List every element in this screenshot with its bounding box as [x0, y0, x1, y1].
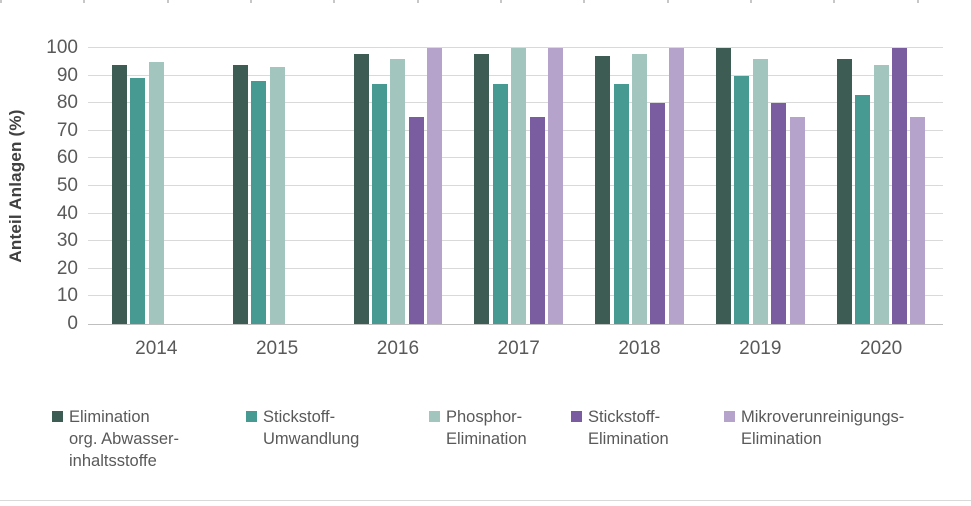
- bar-2018-series-5: [668, 48, 684, 324]
- top-tick-mark: [916, 0, 919, 3]
- bar-2018-series-2: [613, 83, 629, 324]
- bar-2015-series-1: [232, 64, 248, 324]
- x-axis-label-2020: 2020: [859, 338, 903, 359]
- bar-2020-series-4: [892, 48, 907, 324]
- x-axis-label-2014: 2014: [135, 338, 178, 359]
- bar-2015-series-3: [269, 67, 285, 324]
- bar-2014-series-3: [148, 61, 164, 324]
- bar-2016-series-4: [408, 117, 424, 324]
- top-tick-mark: [416, 0, 419, 3]
- x-axis-label-2017: 2017: [497, 338, 540, 359]
- top-tick-mark: [583, 0, 586, 3]
- bar-2019-series-3: [752, 59, 768, 324]
- legend-label-line: Stickstoff-: [263, 408, 336, 426]
- plot-area: [88, 47, 943, 325]
- y-axis-tick-label: 100: [46, 37, 78, 58]
- y-axis-tick-label: 60: [56, 147, 78, 169]
- top-tick-mark: [166, 0, 169, 3]
- bar-2018-series-3: [632, 53, 647, 324]
- top-tick-mark: [749, 0, 752, 3]
- bar-2018-series-4: [650, 103, 666, 324]
- legend-label-line: org. Abwasser-: [69, 430, 180, 448]
- bar-2016-series-3: [390, 59, 406, 324]
- top-tick-mark: [499, 0, 502, 3]
- legend-label-line: Elimination: [446, 430, 527, 448]
- legend-item-1: Elimination org. Abwasser-inhaltsstoffe: [52, 406, 179, 472]
- legend-swatch-icon: [571, 411, 582, 422]
- bar-2014-series-1: [112, 64, 127, 324]
- bar-2020-series-3: [873, 64, 889, 324]
- bar-2020-series-2: [855, 94, 871, 324]
- legend-label-line: Elimination: [69, 408, 150, 426]
- bar-2020-series-1: [836, 59, 852, 324]
- legend-label-line: Mikroverunreinigungs-: [741, 408, 905, 426]
- y-axis-tick-label: 10: [56, 285, 78, 307]
- top-tick-mark: [0, 0, 2, 3]
- bar-2017-series-4: [529, 117, 545, 324]
- y-axis-title: Anteil Anlagen (%): [6, 109, 25, 263]
- legend-label-line: Elimination: [588, 430, 669, 448]
- legend-label: Mikroverunreinigungs- Elimination: [741, 406, 904, 450]
- bar-2017-series-3: [511, 48, 527, 324]
- bar-2016-series-5: [427, 48, 443, 324]
- bar-2019-series-1: [716, 48, 731, 324]
- bar-2017-series-5: [548, 48, 563, 324]
- legend-label: Elimination org. Abwasser-inhaltsstoffe: [69, 406, 179, 472]
- legend-label: Phosphor- Elimination: [446, 406, 527, 450]
- legend-item-4: Stickstoff- Elimination: [571, 406, 669, 450]
- bar-2016-series-1: [353, 53, 369, 324]
- bottom-divider: [0, 500, 971, 501]
- top-tick-mark: [666, 0, 669, 3]
- y-axis-tick-label: 30: [56, 230, 78, 252]
- bar-2019-series-2: [734, 75, 750, 324]
- y-axis-tick-label: 20: [56, 257, 78, 279]
- legend-item-5: Mikroverunreinigungs- Elimination: [724, 406, 904, 450]
- legend-swatch-icon: [52, 411, 63, 422]
- bar-2016-series-2: [372, 83, 387, 324]
- bar-2019-series-5: [789, 117, 805, 324]
- legend-swatch-icon: [429, 411, 440, 422]
- bar-2017-series-1: [474, 53, 490, 324]
- top-tick-mark: [83, 0, 86, 3]
- bar-2020-series-5: [910, 117, 926, 324]
- legend-swatch-icon: [246, 411, 257, 422]
- legend-label: Stickstoff- Umwandlung: [263, 406, 359, 450]
- x-axis-label-2019: 2019: [739, 338, 782, 359]
- gridline: [88, 47, 943, 48]
- x-axis-label-2016: 2016: [376, 338, 420, 359]
- y-axis-tick-label: 70: [56, 119, 78, 141]
- top-tick-mark: [833, 0, 836, 3]
- legend-label-line: inhaltsstoffe: [69, 452, 157, 470]
- bar-2018-series-1: [595, 56, 611, 324]
- y-axis-tick-label: 50: [56, 175, 78, 196]
- legend: Elimination org. Abwasser-inhaltsstoffe St…: [0, 406, 971, 476]
- legend-label-line: Stickstoff-: [588, 408, 661, 426]
- bar-2014-series-2: [130, 78, 146, 324]
- y-axis-tick-label: 40: [56, 202, 78, 224]
- top-ruler-ticks: [0, 0, 971, 4]
- y-axis-tick-label: 0: [67, 313, 78, 334]
- bar-2017-series-2: [492, 83, 508, 324]
- legend-item-2: Stickstoff- Umwandlung: [246, 406, 359, 450]
- y-axis-tick-label: 80: [56, 92, 78, 114]
- bar-2015-series-2: [251, 81, 267, 324]
- x-axis-label-2018: 2018: [618, 338, 661, 359]
- x-axis-label-2015: 2015: [255, 338, 299, 359]
- top-tick-mark: [249, 0, 252, 3]
- legend-swatch-icon: [724, 411, 735, 422]
- legend-item-3: Phosphor- Elimination: [429, 406, 527, 450]
- y-axis-tick-label: 90: [56, 64, 78, 86]
- legend-label-line: Elimination: [741, 430, 822, 448]
- legend-label: Stickstoff- Elimination: [588, 406, 669, 450]
- top-tick-mark: [333, 0, 336, 3]
- x-axis-line: [88, 324, 943, 325]
- legend-label-line: Umwandlung: [263, 430, 360, 448]
- bar-2019-series-4: [771, 103, 787, 324]
- legend-label-line: Phosphor-: [446, 408, 523, 426]
